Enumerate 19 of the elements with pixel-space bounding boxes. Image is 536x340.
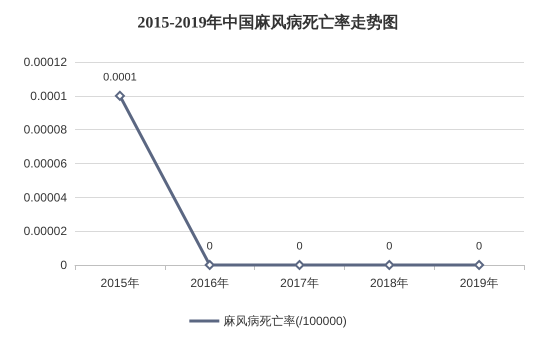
x-tick-label: 2017年: [280, 276, 319, 290]
data-label: 0.0001: [103, 71, 137, 84]
x-tick-label: 2015年: [100, 276, 140, 290]
y-tick-label: 0.00004: [24, 190, 68, 204]
y-tick-label: 0.00002: [24, 224, 68, 238]
data-label: 0: [296, 240, 303, 252]
chart-title: 2015-2019年中国麻风病死亡率走势图: [137, 12, 399, 32]
data-label: 0: [476, 240, 482, 252]
y-tick-label: 0.0001: [30, 88, 68, 103]
x-tick-label: 2018年: [370, 276, 409, 290]
data-label: 0: [386, 240, 392, 252]
legend-label: 麻风病死亡率(/100000): [223, 314, 347, 328]
y-tick-label: 0.00006: [24, 156, 68, 170]
y-tick-label: 0.00008: [24, 122, 68, 137]
y-tick-label: 0: [60, 258, 68, 272]
data-label: 0: [206, 240, 213, 252]
x-tick-label: 2019年: [460, 276, 498, 290]
x-tick-label: 2016年: [190, 276, 230, 290]
y-tick-label: 0.00012: [24, 55, 68, 69]
